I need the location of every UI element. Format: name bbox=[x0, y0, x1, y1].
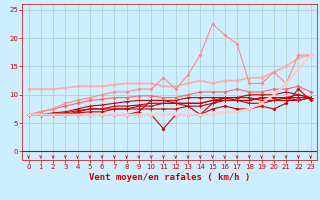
X-axis label: Vent moyen/en rafales ( km/h ): Vent moyen/en rafales ( km/h ) bbox=[89, 173, 250, 182]
